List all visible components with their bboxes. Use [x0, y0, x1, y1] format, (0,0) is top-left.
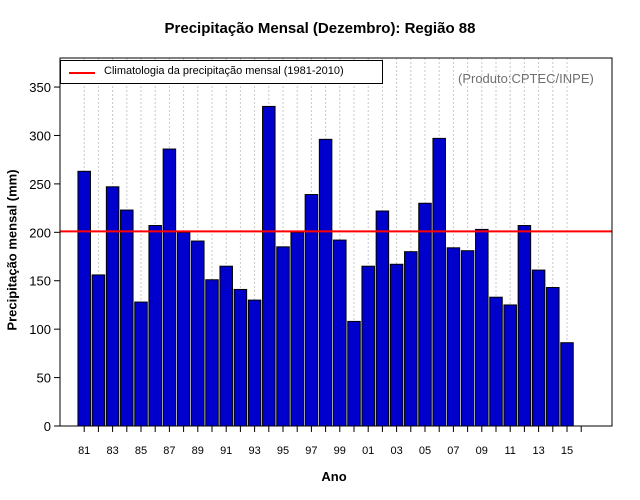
bar-95: [276, 246, 290, 427]
x-tick-label: 89: [192, 445, 204, 457]
bar-97: [304, 194, 319, 427]
bar-90: [205, 279, 219, 427]
bar-86: [148, 225, 162, 427]
y-tick-label: 200: [29, 225, 51, 240]
x-tick-label: 11: [504, 445, 515, 457]
x-tick-label: 81: [78, 445, 90, 457]
bar-07: [446, 247, 461, 427]
y-axis: 0 50 100 150 200 250 300 350: [29, 80, 60, 434]
bar-99: [333, 239, 347, 427]
x-tick-label: 95: [277, 445, 289, 457]
x-tick-label: 09: [476, 445, 488, 457]
y-tick-label: 300: [29, 128, 51, 143]
plot-frame: [59, 57, 613, 427]
bar-13: [531, 269, 546, 427]
bar-92: [233, 288, 248, 427]
bar-94: [262, 105, 276, 427]
bar-89: [191, 240, 205, 427]
x-axis-label: Ano: [321, 469, 347, 484]
x-tick-label: 05: [419, 445, 431, 457]
bar-01: [361, 265, 375, 427]
y-tick-label: 350: [29, 80, 51, 95]
bar-83: [105, 186, 120, 427]
bar-14: [546, 287, 560, 427]
x-tick-label: 87: [163, 445, 175, 457]
x-tick-label: 91: [220, 445, 232, 457]
bar-12: [517, 225, 532, 427]
x-tick-label: 83: [106, 445, 118, 457]
bar-93: [247, 299, 262, 427]
bar-82: [91, 274, 106, 427]
y-tick-label: 150: [29, 274, 51, 289]
bar-96: [290, 231, 304, 427]
x-tick-label: 01: [362, 445, 374, 457]
bar-06: [432, 137, 446, 427]
bars-group: [77, 105, 574, 427]
bar-02: [375, 210, 390, 427]
bar-91: [219, 265, 233, 427]
bar-08: [460, 250, 475, 427]
bar-81: [77, 170, 91, 427]
bar-09: [475, 228, 489, 427]
y-tick-label: 0: [44, 419, 51, 434]
x-tick-label: 93: [248, 445, 260, 457]
credit-text: (Produto:CPTEC/INPE): [458, 71, 594, 86]
bar-10: [489, 296, 503, 427]
x-tick-label: 99: [334, 445, 346, 457]
x-axis: 81 83 85 87 89 91 93 95 97 99 01 03 05 07 09 11 13 15: [78, 426, 582, 457]
x-tick-label: 85: [135, 445, 147, 457]
bar-15: [560, 342, 574, 427]
y-tick-label: 100: [29, 322, 51, 337]
x-tick-label: 03: [390, 445, 402, 457]
bar-85: [134, 301, 148, 427]
y-tick-label: 250: [29, 177, 51, 192]
y-tick-label: 50: [37, 371, 51, 386]
x-tick-label: 15: [561, 445, 573, 457]
bar-88: [176, 231, 191, 427]
x-tick-label: 97: [305, 445, 317, 457]
bar-04: [404, 251, 418, 427]
chart-title: Precipitação Mensal (Dezembro): Região 8…: [164, 20, 476, 37]
legend-label: Climatologia da precipitação mensal (198…: [104, 65, 344, 77]
y-axis-label: Precipitação mensal (mm): [4, 169, 20, 331]
bar-00: [347, 320, 361, 427]
bar-11: [503, 304, 517, 427]
bar-05: [418, 202, 432, 427]
bar-03: [389, 263, 404, 427]
bar-87: [162, 148, 177, 427]
legend-swatch: [69, 72, 95, 74]
x-tick-label: 13: [532, 445, 544, 457]
x-tick-label: 07: [447, 445, 459, 457]
legend: Climatologia da precipitação mensal (198…: [60, 60, 383, 84]
bar-98: [318, 138, 333, 427]
bar-84: [120, 209, 134, 427]
